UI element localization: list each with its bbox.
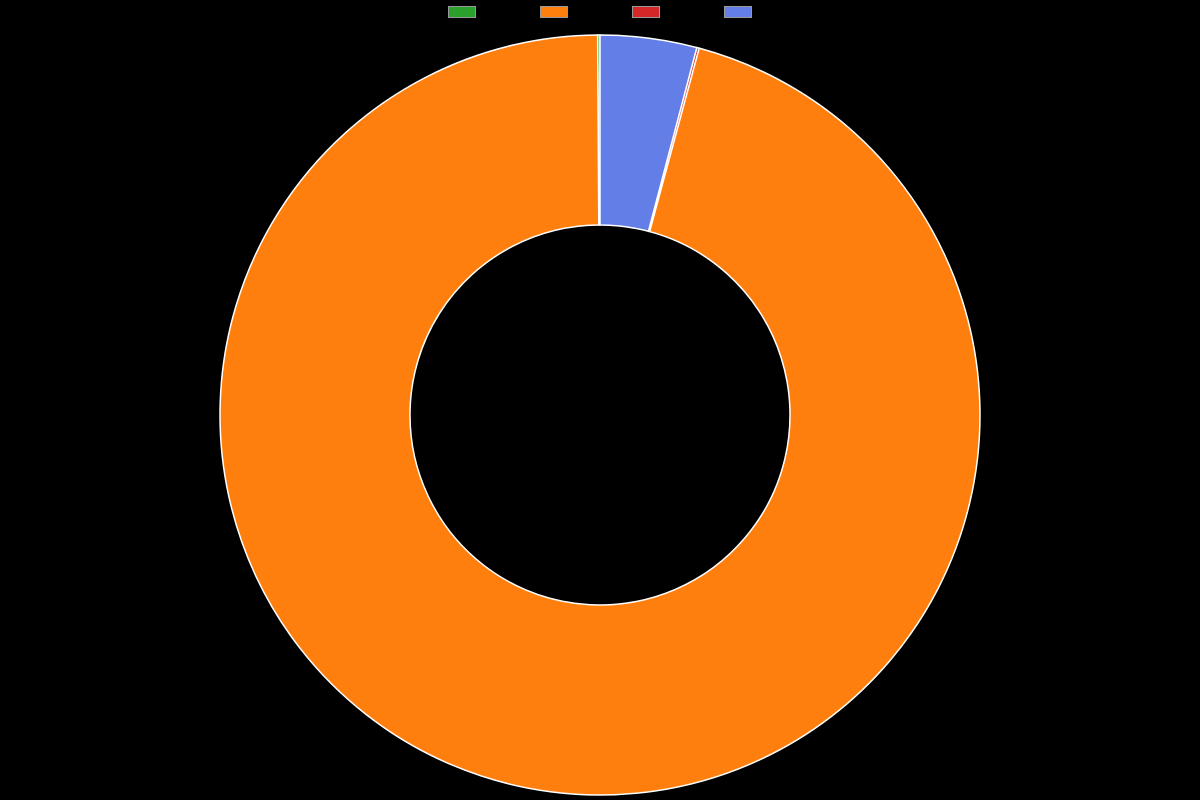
legend-swatch-0	[448, 6, 476, 18]
chart-container	[0, 0, 1200, 800]
legend-swatch-1	[540, 6, 568, 18]
legend-swatch-3	[724, 6, 752, 18]
donut-chart	[0, 30, 1200, 800]
legend	[0, 6, 1200, 18]
donut-svg	[0, 30, 1200, 800]
legend-swatch-2	[632, 6, 660, 18]
